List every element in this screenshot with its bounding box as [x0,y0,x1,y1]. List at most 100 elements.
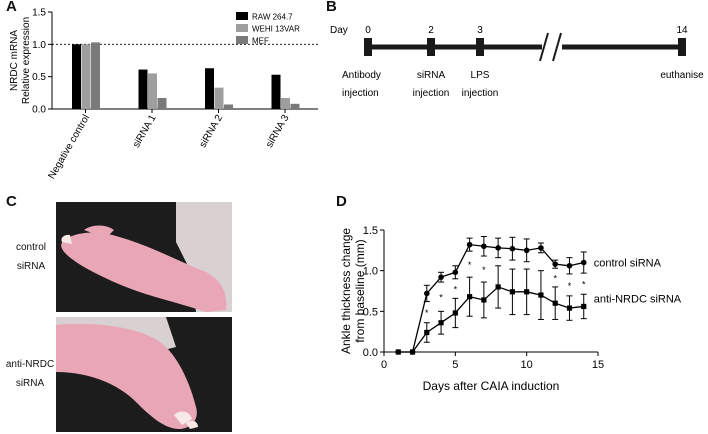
data-point-square [495,284,501,290]
timeline-event-label: injection [462,88,499,99]
y-tick-label-d: 1.5 [363,225,378,237]
bar-a [138,69,148,109]
data-point-square [424,329,430,336]
x-tick-label-d: 0 [381,359,387,371]
timeline-event-label: euthanise [660,70,704,81]
data-point-circle [580,259,587,266]
data-point-square [538,292,544,298]
data-point-square [524,289,530,295]
timeline-axis-label: Day [330,25,348,36]
data-point-square [438,320,444,326]
y-axis-label-d: Ankle thickness changefrom baseline (mm) [339,228,367,354]
timeline-event-label: injection [413,88,450,99]
bar-chart-a: 0.0 0.5 1.0 1.5 Negative control siRNA 1 siRNA… [9,8,318,181]
label-anti-nrdc-siRNA: anti-NRDC siRNA [4,355,56,393]
label-anti-nrdc-line1: anti-NRDC [5,359,55,370]
data-point-circle [538,245,544,251]
timeline-day-label: 0 [365,25,371,36]
significance-mark-d: * [482,265,486,275]
x-tick-label-d: 5 [452,359,458,371]
data-point-square [452,310,458,316]
data-point-square [581,303,587,310]
axis-break-mark [539,32,549,62]
y-tick-label-a: 0.5 [32,72,46,83]
bar-a [214,87,224,109]
x-tick-label-d: 15 [592,359,604,371]
significance-mark-d: * [439,293,443,303]
legend-label-a: WEHI 13VAR [252,25,300,34]
timeline-tick [678,38,686,56]
line-chart-d: 0.0 0.5 1.0 1.5 0 5 10 15 Days after CAIA induct… [339,225,682,393]
panel-letter-b: B [326,0,337,15]
label-control-siRNA: control siRNA [8,238,54,276]
data-point-square [509,289,515,295]
data-point-circle [509,245,516,252]
data-point-square [467,294,473,300]
data-point-square [481,297,487,303]
bar-a [91,42,100,109]
bar-a [205,68,214,109]
significance-mark-d: * [454,285,458,295]
timeline-day-label: 2 [428,25,434,36]
data-point-square [566,305,573,311]
bar-a [157,98,167,109]
significance-mark-d: * [553,274,557,284]
data-point-circle [495,245,501,251]
significance-mark-d: * [468,260,472,270]
legend-swatch-a [236,12,248,20]
timeline-tick [364,38,372,56]
bar-a [290,103,300,109]
category-label-a: Negative control [46,113,92,181]
y-tick-label-d: 0.5 [363,306,378,318]
photo-control-paw [56,202,232,312]
timeline-event-label: LPS [471,70,490,81]
significance-mark-d: * [568,281,572,291]
legend-label-a: MEF [252,37,269,46]
series-label-d: control siRNA [594,258,662,270]
data-point-square [409,349,416,355]
bar-a [224,104,233,109]
label-control-line1: control [15,242,46,253]
category-label-a: siRNA 3 [264,113,292,150]
category-label-a: siRNA 2 [198,113,226,150]
y-tick-label-d: 1.0 [363,266,378,278]
timeline-event-label: injection [342,88,379,99]
panel-letter-d: D [336,193,347,210]
data-point-circle [566,262,573,269]
timeline-event-label: Antibody [342,70,381,81]
bar-a [281,98,290,109]
photo-anti-nrdc-paw [56,317,232,432]
label-control-line2: siRNA [16,261,46,272]
label-anti-nrdc-line2: siRNA [15,378,45,389]
timeline-tick [476,38,484,56]
y-tick-label-a: 0.0 [32,105,46,116]
timeline-b: Day 0 Antibody injection 2 siRNA injection 3 LPS… [330,25,704,99]
bar-a [81,44,91,110]
y-tick-label-d: 0.0 [363,347,378,359]
data-point-circle [466,241,473,248]
bar-a [72,44,81,110]
timeline-day-label: 3 [477,25,483,36]
y-tick-label-a: 1.5 [32,8,46,19]
significance-mark-d: * [582,280,586,290]
paw-illustration-anti-nrdc [56,317,232,432]
series-line-d [398,243,584,353]
panel-letter-c: C [6,193,17,210]
data-point-circle [481,243,487,250]
data-point-circle [523,247,530,254]
panel-letter-a: A [6,0,17,15]
data-point-circle [552,261,558,267]
series-label-d: anti-NRDC siRNA [594,293,682,305]
y-axis-label-a: NRDC mRNARelative expression [9,17,32,104]
x-tick-label-d: 10 [521,359,533,371]
data-point-circle [452,269,459,276]
axis-break-mark [552,32,562,62]
timeline-event-label: siRNA [417,70,446,81]
timeline-day-label: 14 [676,25,688,36]
data-point-circle [438,274,444,280]
data-point-square [552,300,558,306]
x-axis-label-d: Days after CAIA induction [423,379,560,393]
paw-illustration-control [56,202,232,312]
legend-label-a: RAW 264.7 [252,13,293,22]
bar-a [271,74,281,109]
